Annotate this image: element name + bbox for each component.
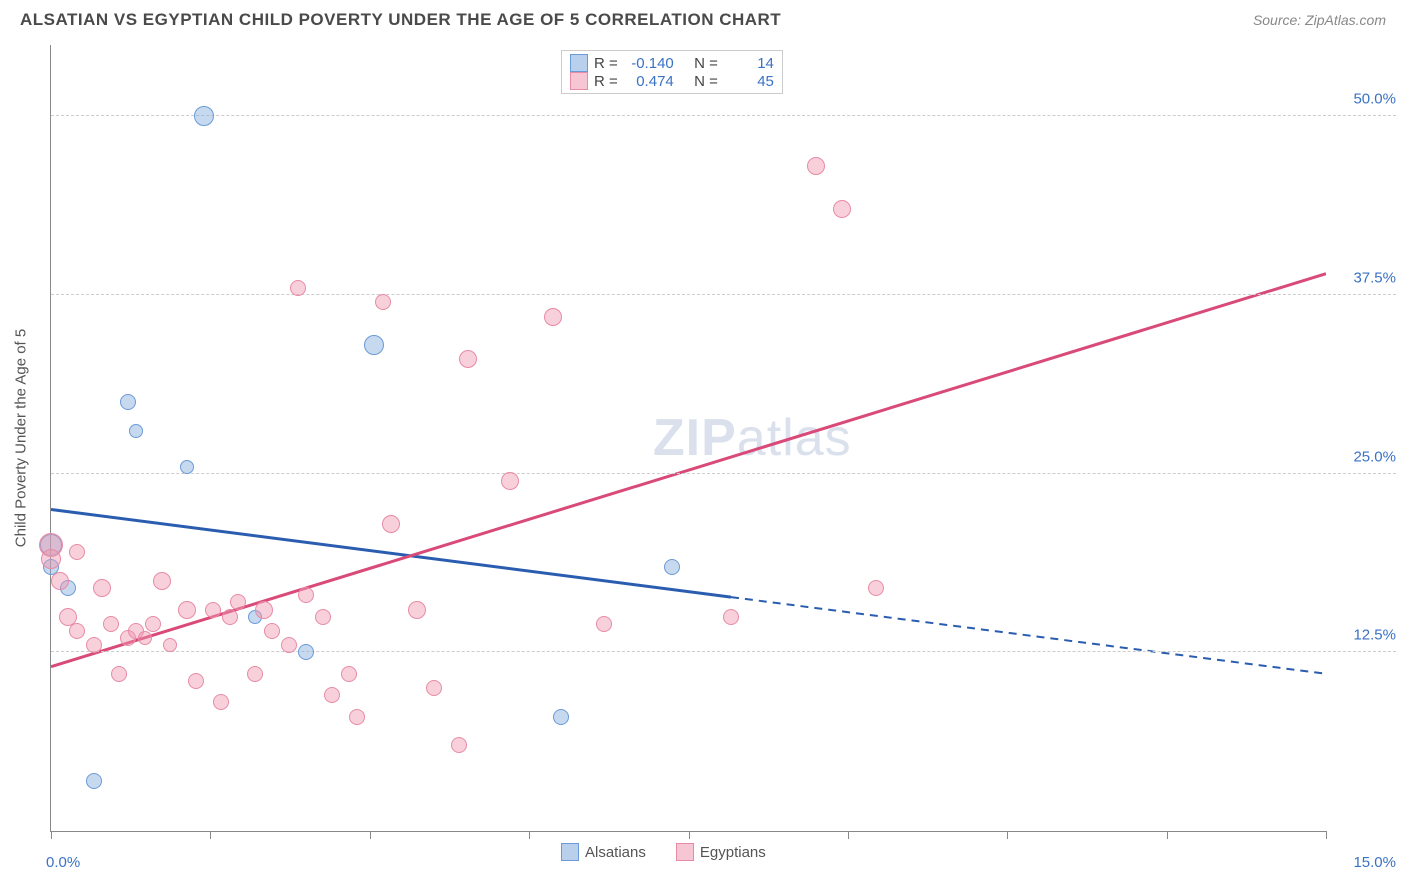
- r-value: -0.140: [624, 55, 674, 72]
- series-legend-item: Alsatians: [561, 843, 646, 861]
- scatter-point: [188, 673, 204, 689]
- scatter-point: [281, 637, 297, 653]
- source-attribution: Source: ZipAtlas.com: [1253, 12, 1386, 28]
- n-label: N =: [694, 73, 718, 90]
- scatter-point: [86, 637, 102, 653]
- legend-swatch: [676, 843, 694, 861]
- gridline: [51, 294, 1396, 295]
- scatter-point: [205, 602, 221, 618]
- gridline: [51, 651, 1396, 652]
- x-tick: [1167, 831, 1168, 839]
- y-tick-label: 37.5%: [1336, 270, 1396, 287]
- r-value: 0.474: [624, 73, 674, 90]
- scatter-point: [833, 200, 851, 218]
- watermark: ZIPatlas: [653, 408, 852, 468]
- scatter-point: [375, 294, 391, 310]
- scatter-point: [178, 601, 196, 619]
- scatter-point: [553, 709, 569, 725]
- scatter-point: [807, 157, 825, 175]
- series-legend-item: Egyptians: [676, 843, 766, 861]
- scatter-point: [596, 616, 612, 632]
- r-label: R =: [594, 55, 618, 72]
- y-tick-label: 25.0%: [1336, 448, 1396, 465]
- gridline: [51, 115, 1396, 116]
- scatter-point: [664, 559, 680, 575]
- scatter-point: [501, 472, 519, 490]
- scatter-point: [382, 515, 400, 533]
- series-name: Alsatians: [585, 844, 646, 861]
- x-tick: [210, 831, 211, 839]
- scatter-point: [298, 644, 314, 660]
- scatter-point: [290, 280, 306, 296]
- scatter-point: [723, 609, 739, 625]
- scatter-point: [194, 106, 214, 126]
- scatter-point: [120, 394, 136, 410]
- scatter-point: [544, 308, 562, 326]
- trend-lines-layer: [51, 45, 1326, 831]
- scatter-point: [222, 609, 238, 625]
- scatter-point: [341, 666, 357, 682]
- x-tick-label: 0.0%: [46, 854, 80, 871]
- scatter-point: [408, 601, 426, 619]
- scatter-point: [298, 587, 314, 603]
- y-tick-label: 50.0%: [1336, 91, 1396, 108]
- x-tick: [370, 831, 371, 839]
- n-value: 14: [724, 55, 774, 72]
- scatter-point: [145, 616, 161, 632]
- scatter-point: [255, 601, 273, 619]
- y-tick-label: 12.5%: [1336, 627, 1396, 644]
- n-label: N =: [694, 55, 718, 72]
- scatter-point: [426, 680, 442, 696]
- watermark-atlas: atlas: [737, 409, 852, 467]
- x-tick-label: 15.0%: [1353, 854, 1396, 871]
- correlation-legend: R = -0.140 N = 14 R = 0.474 N = 45: [561, 50, 783, 94]
- scatter-point: [138, 631, 152, 645]
- r-label: R =: [594, 73, 618, 90]
- x-tick: [51, 831, 52, 839]
- x-tick: [689, 831, 690, 839]
- x-tick: [529, 831, 530, 839]
- series-legend: Alsatians Egyptians: [561, 843, 766, 861]
- legend-swatch: [570, 72, 588, 90]
- scatter-point: [213, 694, 229, 710]
- scatter-point: [364, 335, 384, 355]
- scatter-point: [230, 594, 246, 610]
- scatter-point: [51, 572, 69, 590]
- scatter-point: [163, 638, 177, 652]
- scatter-point: [180, 460, 194, 474]
- scatter-point: [868, 580, 884, 596]
- scatter-point: [459, 350, 477, 368]
- scatter-point: [264, 623, 280, 639]
- scatter-point: [315, 609, 331, 625]
- gridline: [51, 473, 1396, 474]
- scatter-point: [324, 687, 340, 703]
- scatter-point: [349, 709, 365, 725]
- legend-swatch: [570, 54, 588, 72]
- scatter-point: [451, 737, 467, 753]
- legend-swatch: [561, 843, 579, 861]
- n-value: 45: [724, 73, 774, 90]
- chart-title: ALSATIAN VS EGYPTIAN CHILD POVERTY UNDER…: [20, 10, 781, 30]
- correlation-legend-row: R = 0.474 N = 45: [570, 72, 774, 90]
- scatter-point: [93, 579, 111, 597]
- correlation-legend-row: R = -0.140 N = 14: [570, 54, 774, 72]
- scatter-point: [69, 623, 85, 639]
- scatter-point: [129, 424, 143, 438]
- x-tick: [1007, 831, 1008, 839]
- chart-plot-area: Child Poverty Under the Age of 5 ZIPatla…: [50, 45, 1326, 832]
- x-tick: [1326, 831, 1327, 839]
- watermark-zip: ZIP: [653, 409, 737, 467]
- series-name: Egyptians: [700, 844, 766, 861]
- scatter-point: [153, 572, 171, 590]
- scatter-point: [86, 773, 102, 789]
- trend-line-dashed: [731, 597, 1326, 674]
- scatter-point: [103, 616, 119, 632]
- scatter-point: [111, 666, 127, 682]
- scatter-point: [69, 544, 85, 560]
- scatter-point: [41, 549, 61, 569]
- x-tick: [848, 831, 849, 839]
- y-axis-label: Child Poverty Under the Age of 5: [13, 329, 30, 547]
- scatter-point: [247, 666, 263, 682]
